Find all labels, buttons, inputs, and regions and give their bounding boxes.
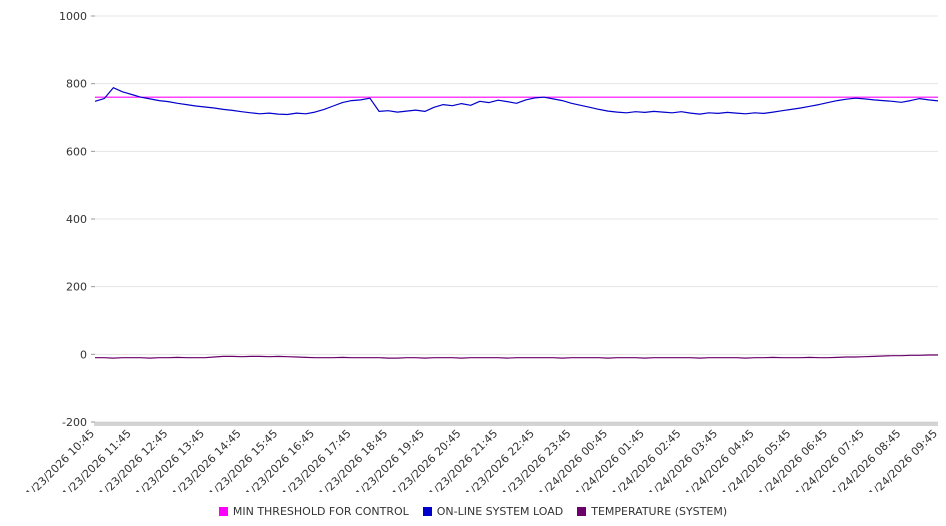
- series-line-on-line-system-load: [94, 87, 939, 116]
- legend-item-min-threshold-for-control[interactable]: MIN THRESHOLD FOR CONTROL: [218, 505, 409, 518]
- y-axis-tick-label: -200: [62, 416, 87, 429]
- legend-swatch-temperature-system: [577, 507, 587, 516]
- y-axis-labels: -200 0 200 400 600 800 1000: [59, 10, 95, 429]
- legend-swatch-on-line-system-load: [422, 507, 432, 516]
- line-chart: -200 0 200 400 600 800 1000 1/23/2026 10:45 1/23…: [23, 10, 940, 501]
- series-line-temperature-system: [95, 354, 938, 359]
- legend-label-on-line-system-load: ON-LINE SYSTEM LOAD: [436, 505, 564, 518]
- chart-canvas: -200 0 200 400 600 800 1000 1/23/2026 10:451/23…: [23, 10, 940, 501]
- x-axis-minor-ticks: [94, 422, 938, 426]
- legend-label-min-threshold-for-control: MIN THRESHOLD FOR CONTROL: [232, 505, 409, 518]
- legend-item-temperature-system[interactable]: TEMPERATURE (SYSTEM): [577, 505, 727, 518]
- y-gridlines: [95, 15, 938, 423]
- legend-item-on-line-system-load[interactable]: ON-LINE SYSTEM LOAD: [422, 505, 564, 518]
- y-axis-tick-label: 400: [66, 213, 87, 226]
- y-axis-tick-label: 200: [66, 281, 87, 294]
- y-axis-tick-label: 800: [66, 78, 87, 91]
- legend-label-temperature-system: TEMPERATURE (SYSTEM): [591, 505, 728, 518]
- y-axis-tick-label: 600: [66, 145, 87, 158]
- legend-swatch-min-threshold-for-control: [218, 507, 228, 516]
- y-axis-tick-label: 1000: [59, 10, 87, 23]
- y-axis-tick-label: 0: [80, 348, 87, 361]
- x-axis-labels: 1/23/2026 10:451/23/2026 11:451/23/2026 …: [23, 427, 940, 501]
- chart-legend: MIN THRESHOLD FOR CONTROL ON-LINE SYSTEM …: [0, 505, 946, 518]
